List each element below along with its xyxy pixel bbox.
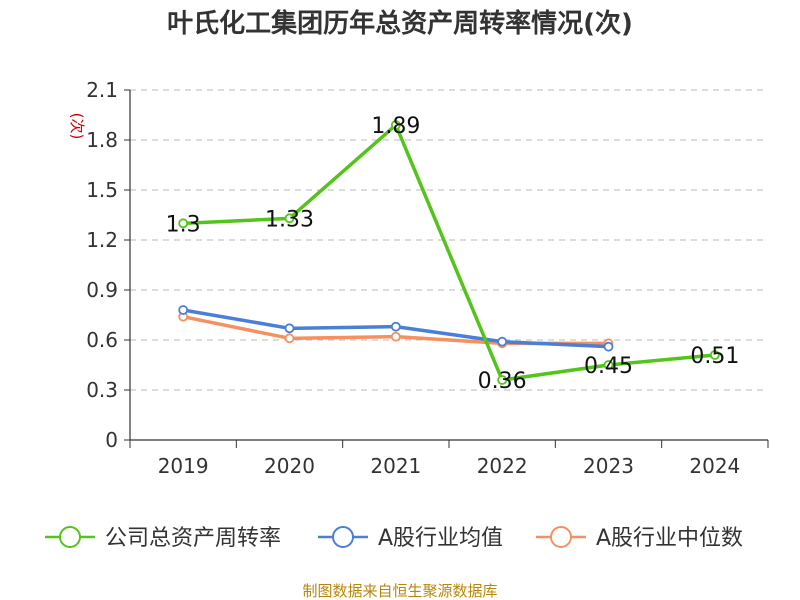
legend-marker bbox=[332, 526, 354, 548]
axes bbox=[124, 89, 769, 448]
data-point bbox=[178, 218, 189, 229]
data-point bbox=[178, 305, 189, 315]
legend-label: A股行业均值 bbox=[378, 526, 503, 551]
data-point bbox=[284, 323, 295, 334]
data-label: 0.45 bbox=[584, 354, 633, 379]
legend-marker bbox=[550, 526, 572, 548]
x-tick-label: 2021 bbox=[370, 454, 421, 478]
legend-label: 公司总资产周转率 bbox=[105, 526, 281, 551]
grid bbox=[130, 89, 768, 391]
data-labels: 1.3 1.33 1.89 0.36 0.45 0.51 bbox=[166, 114, 740, 394]
x-tick-labels: 2019 2020 2021 2022 2023 2024 bbox=[158, 454, 741, 478]
x-tick-label: 2020 bbox=[264, 454, 315, 478]
y-axis-label: (次) bbox=[68, 113, 86, 140]
y-tick-label: 0.3 bbox=[86, 378, 118, 402]
x-tick-label: 2019 bbox=[158, 454, 209, 478]
data-point bbox=[284, 213, 295, 224]
data-point bbox=[390, 120, 401, 130]
y-tick-label: 1.8 bbox=[86, 128, 118, 152]
data-point bbox=[603, 360, 614, 370]
chart-title: 叶氏化工集团历年总资产周转率情况(次) bbox=[167, 8, 633, 39]
y-tick-label: 2.1 bbox=[86, 78, 118, 102]
data-label: 1.33 bbox=[265, 207, 314, 232]
source-note: 制图数据来自恒生聚源数据库 bbox=[302, 582, 497, 600]
x-tick-label: 2023 bbox=[583, 454, 634, 478]
data-point bbox=[390, 321, 401, 332]
x-tick-label: 2024 bbox=[689, 454, 740, 478]
data-point bbox=[603, 341, 614, 352]
data-point bbox=[497, 336, 508, 347]
data-point bbox=[497, 375, 508, 385]
data-point bbox=[390, 331, 401, 342]
legend: 公司总资产周转率 A股行业均值 A股行业中位数 bbox=[45, 526, 743, 551]
series-line-0 bbox=[183, 123, 715, 382]
data-label: 1.3 bbox=[166, 212, 201, 237]
legend-marker bbox=[59, 526, 81, 548]
series-lines bbox=[178, 120, 720, 385]
data-point bbox=[284, 333, 295, 344]
data-label: 0.36 bbox=[478, 369, 527, 394]
y-tick-label: 1.2 bbox=[86, 228, 118, 252]
y-tick-label: 0.9 bbox=[86, 278, 118, 302]
data-label: 0.51 bbox=[690, 344, 739, 369]
x-tick-label: 2022 bbox=[477, 454, 528, 478]
data-label: 1.89 bbox=[371, 114, 420, 139]
data-point bbox=[709, 350, 720, 360]
y-tick-label: 0.6 bbox=[86, 328, 118, 352]
legend-label: A股行业中位数 bbox=[596, 526, 743, 551]
y-tick-label: 1.5 bbox=[86, 178, 118, 202]
y-tick-labels: 0 0.3 0.6 0.9 1.2 1.5 1.8 2.1 bbox=[86, 78, 118, 452]
y-tick-label: 0 bbox=[105, 428, 118, 452]
